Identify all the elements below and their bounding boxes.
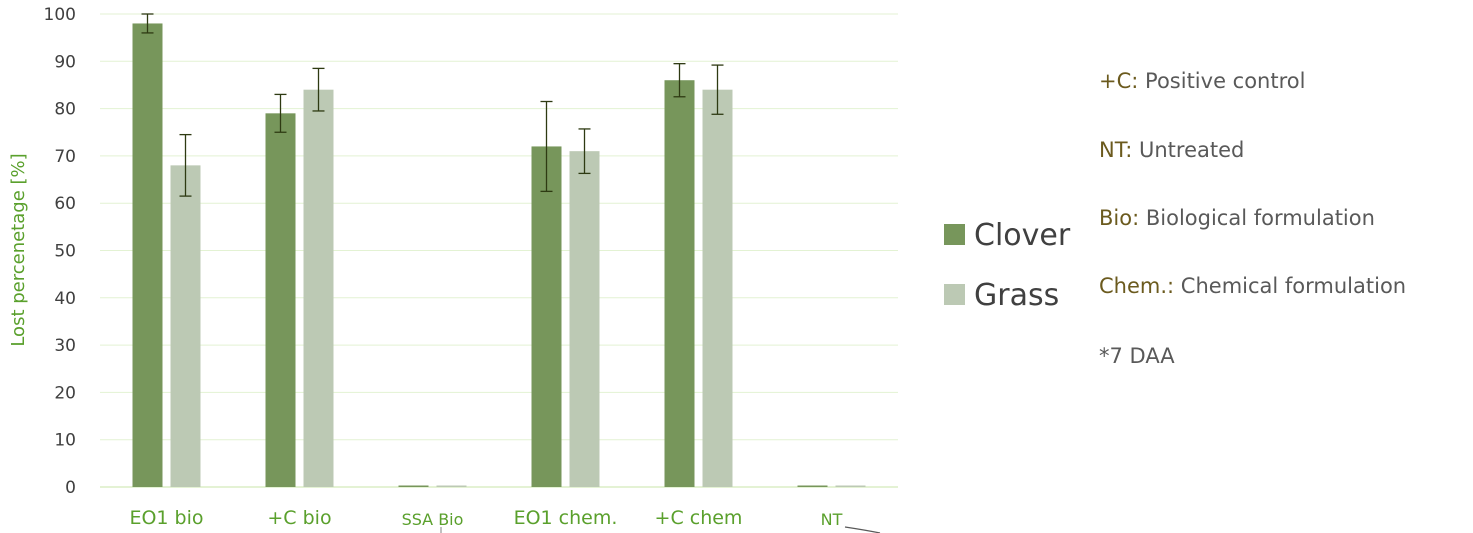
bar-clover: [532, 146, 562, 487]
note-daa: *7 DAA: [1099, 344, 1175, 368]
x-category-label: +C bio: [267, 507, 331, 529]
note-positive-control: +C: Positive control: [1099, 69, 1305, 93]
legend-label: Clover: [974, 218, 1071, 253]
bar-grass: [703, 90, 733, 487]
bar-grass: [171, 165, 201, 487]
bars: [133, 23, 866, 487]
y-tick-label: 10: [54, 431, 76, 451]
y-tick-label: 0: [65, 478, 76, 498]
bar-grass: [437, 486, 467, 488]
bar-clover: [798, 486, 828, 488]
error-bars: [142, 14, 724, 196]
note-text: Positive control: [1145, 69, 1305, 93]
y-tick-label: 50: [54, 242, 76, 262]
note-text: *7 DAA: [1099, 344, 1175, 368]
x-category-label: +C chem: [655, 507, 743, 529]
bar-grass: [304, 90, 334, 487]
y-tick-label: 70: [54, 147, 76, 167]
x-category-label: EO1 bio: [129, 507, 203, 529]
bar-grass: [570, 151, 600, 487]
gridlines: [100, 14, 898, 487]
note-text: Untreated: [1139, 138, 1244, 162]
x-category-label: EO1 chem.: [514, 507, 618, 529]
x-category-label: NT: [821, 510, 843, 529]
y-tick-labels: 0 10 20 30 40 50 60 70 80 90 100: [44, 5, 76, 498]
note-biological: Bio: Biological formulation: [1099, 206, 1375, 230]
note-untreated: NT: Untreated: [1099, 138, 1244, 162]
legend-label: Grass: [974, 278, 1059, 313]
x-category-labels: EO1 bio +C bio SSA Bio EO1 chem. +C chem NT: [129, 507, 842, 529]
y-tick-label: 90: [54, 52, 76, 72]
legend: Clover Grass: [944, 218, 1071, 313]
y-tick-label: 40: [54, 289, 76, 309]
note-text: Chemical formulation: [1181, 274, 1406, 298]
note-text: Biological formulation: [1146, 206, 1375, 230]
y-tick-label: 20: [54, 383, 76, 403]
bar-clover: [266, 113, 296, 487]
legend-swatch: [944, 284, 965, 305]
y-axis-title: Lost percenetage [%]: [8, 153, 29, 346]
bar-clover: [399, 486, 429, 488]
note-key: Chem.:: [1099, 274, 1174, 298]
y-tick-label: 60: [54, 194, 76, 214]
y-tick-label: 80: [54, 100, 76, 120]
bar-grass: [836, 486, 866, 488]
bar-clover: [133, 23, 163, 487]
y-tick-label: 30: [54, 336, 76, 356]
x-category-label: SSA Bio: [402, 510, 464, 529]
note-key: +C:: [1099, 69, 1138, 93]
stray-line: [845, 527, 880, 533]
bar-clover: [665, 80, 695, 487]
note-key: Bio:: [1099, 206, 1139, 230]
note-chemical: Chem.: Chemical formulation: [1099, 274, 1406, 298]
legend-swatch: [944, 224, 965, 245]
note-key: NT:: [1099, 138, 1132, 162]
y-tick-label: 100: [44, 5, 76, 25]
